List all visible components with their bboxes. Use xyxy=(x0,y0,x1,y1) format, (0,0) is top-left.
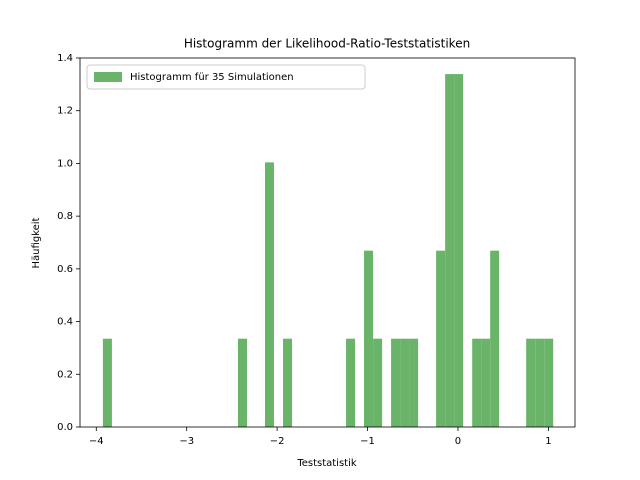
bar xyxy=(472,338,482,427)
x-tick-label: −4 xyxy=(89,436,104,447)
x-tick-label: −3 xyxy=(179,436,194,447)
bar xyxy=(102,338,112,427)
bar xyxy=(373,338,383,427)
legend-swatch xyxy=(94,72,122,82)
x-tick-label: 1 xyxy=(545,436,551,447)
bar xyxy=(490,250,500,427)
bar xyxy=(544,338,554,427)
y-tick-label: 0.8 xyxy=(57,211,73,222)
bar xyxy=(364,250,374,427)
bar xyxy=(283,338,293,427)
legend-label: Histogramm für 35 Simulationen xyxy=(130,72,294,83)
bar xyxy=(237,338,248,427)
y-tick-label: 1.2 xyxy=(57,106,73,117)
y-axis-label: Häufigkeit xyxy=(31,217,42,268)
x-tick-label: −1 xyxy=(360,436,375,447)
bar xyxy=(535,338,545,427)
bar xyxy=(526,338,536,427)
y-tick-label: 0.2 xyxy=(57,369,73,380)
chart-title: Histogramm der Likelihood-Ratio-Teststat… xyxy=(184,37,470,51)
bar xyxy=(454,74,464,428)
x-axis-label: Teststatistik xyxy=(296,458,357,469)
y-tick-label: 1.0 xyxy=(57,158,73,169)
y-tick-label: 0.6 xyxy=(57,264,73,275)
bar xyxy=(436,250,446,427)
bar xyxy=(346,338,356,427)
y-tick-label: 0.0 xyxy=(57,422,73,433)
bar xyxy=(409,338,419,427)
bar xyxy=(391,338,401,427)
y-tick-label: 0.4 xyxy=(57,317,73,328)
x-tick-label: 0 xyxy=(455,436,461,447)
legend-box xyxy=(86,64,366,90)
bar xyxy=(445,74,455,428)
bar xyxy=(481,338,491,427)
x-tick-label: −2 xyxy=(270,436,285,447)
plot-frame xyxy=(79,57,576,428)
bar xyxy=(265,162,274,428)
bar xyxy=(400,338,410,427)
y-tick-label: 1.4 xyxy=(57,53,73,64)
